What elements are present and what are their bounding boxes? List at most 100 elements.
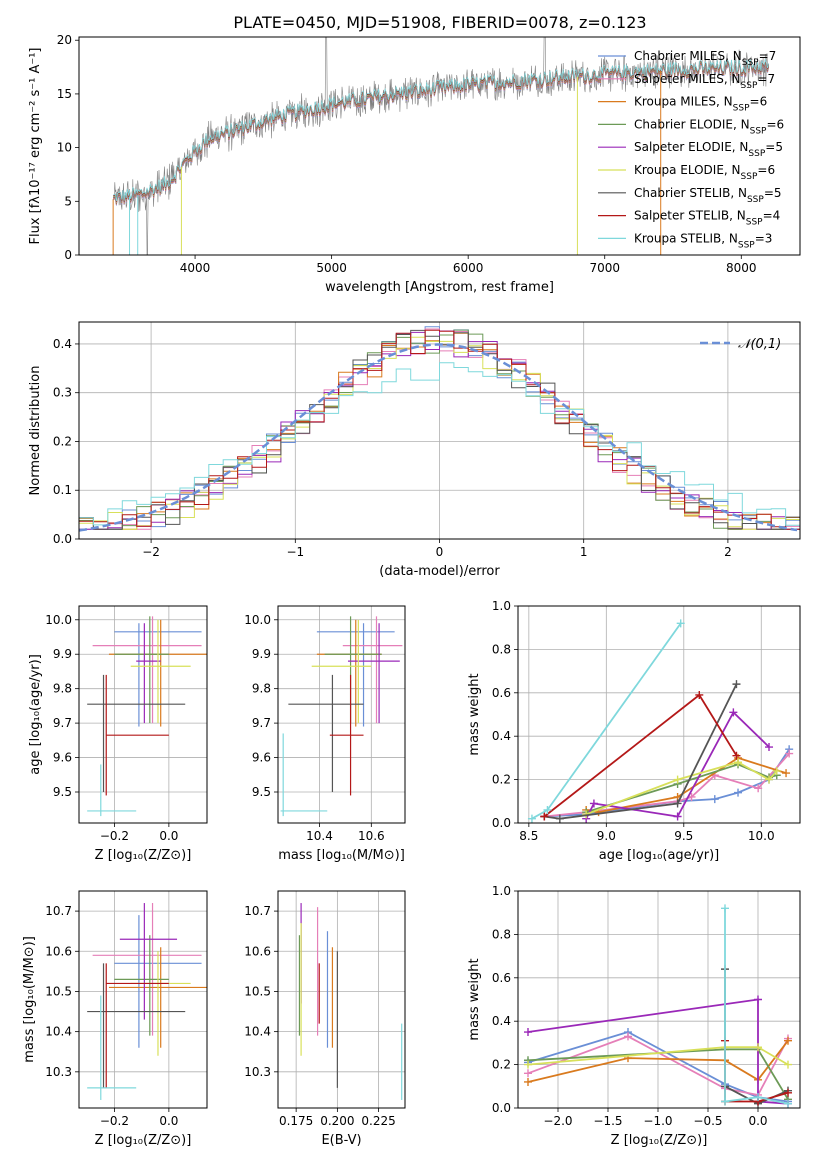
weight-marker [673, 799, 682, 808]
legend-label-salpeter-stelib: Salpeter STELIB, NSSP=4 [634, 209, 780, 228]
y-tick-label: 0 [64, 248, 72, 262]
x-tick-label: 10.4 [306, 829, 333, 843]
legend-subscript: SSP [742, 58, 759, 68]
legend-label-normal: 𝒩(0,1) [738, 337, 781, 352]
y-tick-label: 0.2 [53, 434, 72, 448]
y-tick-label: 0.2 [492, 773, 511, 787]
weight-marker [673, 775, 682, 784]
y-axis-label: mass weight [467, 958, 482, 1040]
x-tick-label: 1 [580, 545, 588, 559]
x-tick-label: −2 [142, 545, 160, 559]
errorbar-chabrier-stelib [87, 674, 186, 792]
errorbar-salpeter-stelib [105, 963, 169, 1088]
weight-marker [785, 749, 794, 758]
x-tick-label: −0.2 [100, 1114, 129, 1128]
legend-label-kroupa-stelib: Kroupa STELIB, NSSP=3 [634, 231, 772, 250]
errorbar-kroupa-miles [316, 619, 382, 727]
y-tick-label: 20 [57, 33, 72, 47]
x-axis-label: (data-model)/error [379, 564, 500, 579]
weight-marker [765, 775, 774, 784]
weight-marker [589, 799, 598, 808]
errorbar-kroupa-elodie [311, 619, 372, 724]
legend-label-chabrier-elodie: Chabrier ELODIE, NSSP=6 [634, 117, 784, 136]
spectrum-model-kroupa-stelib [113, 58, 769, 202]
y-tick-label: 0.1 [53, 483, 72, 497]
y-tick-label: 5 [64, 194, 72, 208]
legend-nssp: =7 [757, 72, 775, 86]
x-axis-label: age [log₁₀(age/yr)] [599, 848, 720, 863]
weight-series-kroupa-elodie [582, 758, 781, 819]
x-tick-label: −1 [286, 545, 304, 559]
y-tick-label: 9.5 [53, 785, 72, 799]
weight-series-kroupa-stelib [527, 619, 685, 823]
x-tick-label: 10.0 [748, 829, 775, 843]
weight-marker [732, 751, 741, 760]
weight-marker [710, 795, 719, 804]
y-axis-label: age [log₁₀(age/yr)] [28, 654, 43, 775]
y-tick-label: 0.2 [492, 1058, 511, 1072]
errorbar-salpeter-stelib [329, 674, 364, 796]
y-tick-label: 0.8 [492, 642, 511, 656]
weight-line [543, 693, 738, 818]
axes-frame [78, 605, 208, 824]
x-tick-label: 5000 [316, 261, 347, 275]
legend-nssp: =6 [750, 95, 768, 109]
plot-area [79, 322, 800, 539]
axes-frame [277, 605, 406, 824]
panel-residuals: −2 −1 0 1 2 0.0 0.1 0.2 0.3 0.4 (data-model)/error… [28, 321, 801, 579]
y-axis-label: mass [log₁₀(M/M⊙)] [22, 936, 37, 1063]
y-axis-label: mass weight [467, 673, 482, 755]
weight-marker [729, 708, 738, 717]
errorbar-salpeter-elodie [136, 623, 161, 724]
normal-distribution-curve [79, 343, 798, 532]
weight-marker [765, 743, 774, 752]
legend-subscript: SSP [733, 104, 750, 114]
weight-marker [676, 619, 685, 628]
weight-marker [543, 805, 552, 814]
legend-label-chabrier-stelib: Chabrier STELIB, NSSP=5 [634, 186, 782, 205]
plot-area [518, 891, 800, 1108]
legend-subscript: SSP [747, 195, 764, 205]
x-tick-label: 9.5 [674, 829, 693, 843]
weight-marker [734, 758, 743, 767]
x-tick-label: −1.5 [593, 1114, 622, 1128]
y-tick-label: 10.6 [244, 944, 271, 958]
y-tick-label: 9.9 [53, 647, 72, 661]
errorbar-kroupa-stelib [280, 733, 328, 817]
x-tick-label: −2.0 [543, 1114, 572, 1128]
legend-nssp: =5 [765, 140, 783, 154]
weight-marker [772, 766, 781, 775]
y-tick-label: 9.5 [252, 785, 271, 799]
errorbar-kroupa-stelib [87, 764, 137, 817]
legend-nssp: =6 [757, 163, 775, 177]
y-tick-label: 9.9 [252, 647, 271, 661]
x-axis-label: Z [log₁₀(Z/Z⊙)] [95, 1133, 192, 1148]
y-tick-label: 10 [57, 141, 72, 155]
x-tick-label: −0.2 [100, 829, 129, 843]
x-tick-label: 0.175 [279, 1114, 313, 1128]
weight-marker [555, 814, 564, 823]
y-tick-label: 10.5 [244, 984, 271, 998]
legend-nssp: =4 [763, 209, 781, 223]
x-tick-label: 0.225 [361, 1114, 395, 1128]
legend-nssp: =5 [764, 186, 782, 200]
y-tick-label: 10.0 [45, 613, 72, 627]
legend-subscript: SSP [746, 218, 763, 228]
errorbar-chabrier-stelib [87, 963, 186, 1088]
x-axis-label: Z [log₁₀(Z/Z⊙)] [611, 1133, 708, 1148]
plot-area [79, 891, 207, 1108]
weight-marker [784, 1036, 792, 1045]
x-tick-label: 7000 [589, 261, 620, 275]
weight-series-chabrier-stelib [540, 680, 741, 823]
errorbar-kroupa-elodie [130, 619, 191, 724]
x-tick-label: 9.0 [597, 829, 616, 843]
weight-marker [782, 769, 791, 778]
weight-series-salpeter-stelib [540, 690, 741, 821]
plot-area [278, 606, 405, 823]
errorbar-salpeter-miles [92, 616, 202, 724]
errorbar-salpeter-elodie [347, 623, 400, 724]
y-tick-label: 9.7 [252, 716, 271, 730]
errorbar-salpeter-miles [342, 616, 403, 724]
legend-nssp: =6 [766, 117, 784, 131]
weight-marker [695, 690, 704, 699]
